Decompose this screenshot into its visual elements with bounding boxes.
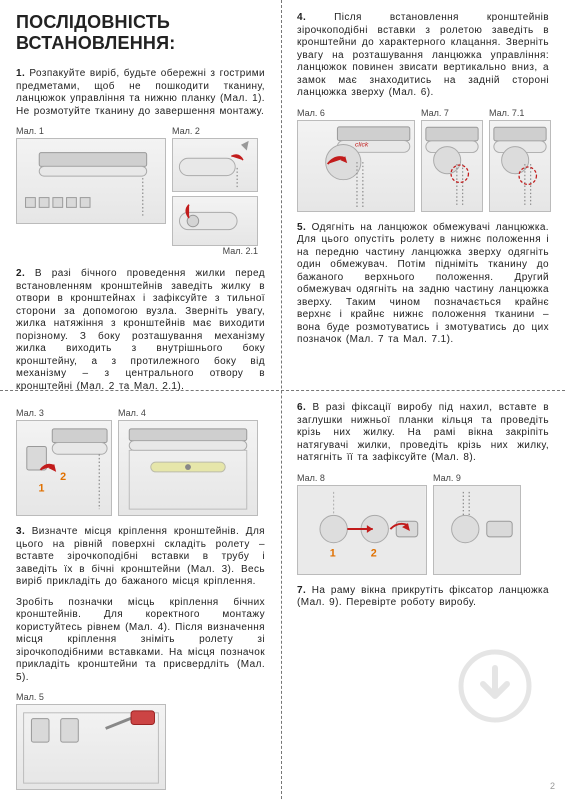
figure-9: Мал. 9 (433, 473, 521, 575)
figure-7-label: Мал. 7 (421, 108, 449, 118)
figure-row-3-4: Мал. 3 1 2 Мал. 4 (16, 408, 265, 516)
step-7-text: 7. На раму вікна прикрутіть фіксатор лан… (297, 585, 549, 610)
figure-7: Мал. 7 (421, 108, 483, 212)
figure-2-label: Мал. 2 (172, 126, 200, 136)
figure-2-1-label: Мал. 2.1 (223, 246, 258, 256)
svg-text:1: 1 (39, 483, 45, 495)
step-3a-text: 3. Визначте місця кріплення кронштейнів.… (16, 526, 265, 589)
svg-text:click: click (355, 141, 369, 148)
page-number: 2 (550, 781, 555, 791)
figure-8: Мал. 8 1 2 (297, 473, 427, 575)
watermark-icon (455, 646, 535, 729)
figure-7-1: Мал. 7.1 (489, 108, 551, 212)
figure-1-image (16, 138, 166, 224)
step-4-text: 4. Після встановлення кронштейнів зірочк… (297, 12, 549, 100)
step-3b-text: Зробіть позначки місць кріплення бічних … (16, 597, 265, 685)
figure-6-label: Мал. 6 (297, 108, 325, 118)
figure-4: Мал. 4 (118, 408, 258, 516)
figure-row-5: Мал. 5 (16, 692, 265, 790)
figure-2-image (172, 138, 258, 192)
figure-2-1: Мал. 2.1 (172, 196, 258, 258)
figure-3-image: 1 2 (16, 420, 112, 516)
figure-5: Мал. 5 (16, 692, 166, 790)
figure-7-1-image (489, 120, 551, 212)
quadrant-2: 4. Після встановлення кронштейнів зірочк… (281, 0, 565, 390)
figure-row-6-7: Мал. 6 click Мал. 7 (297, 108, 549, 212)
figure-8-image: 1 2 (297, 485, 427, 575)
figure-8-label: Мал. 8 (297, 473, 325, 483)
step-5-text: 5. Одягніть на ланцюжок обмежувачі ланцю… (297, 222, 549, 347)
figure-2-1-image (172, 196, 258, 246)
figure-9-image (433, 485, 521, 575)
step-1-text: 1. Розпакуйте виріб, будьте обережні з г… (16, 68, 265, 118)
figure-3-label: Мал. 3 (16, 408, 44, 418)
figure-9-label: Мал. 9 (433, 473, 461, 483)
page-title: Послідовність встановлення: (16, 12, 265, 54)
figure-3: Мал. 3 1 2 (16, 408, 112, 516)
step-6-text: 6. В разі фіксації виробу під нахил, вст… (297, 402, 549, 465)
figure-7-1-label: Мал. 7.1 (489, 108, 524, 118)
figure-1: Мал. 1 (16, 126, 166, 224)
figure-row-1: Мал. 1 Мал. 2 (16, 126, 265, 258)
figure-6-image: click (297, 120, 415, 212)
quadrant-1: Послідовність встановлення: 1. Розпакуйт… (0, 0, 281, 390)
quadrant-4: 6. В разі фіксації виробу під нахил, вст… (281, 390, 565, 799)
figure-2: Мал. 2 (172, 126, 258, 192)
figure-1-label: Мал. 1 (16, 126, 44, 136)
svg-text:2: 2 (371, 547, 377, 559)
svg-text:2: 2 (60, 471, 66, 483)
figure-5-label: Мал. 5 (16, 692, 44, 702)
page: Послідовність встановлення: 1. Розпакуйт… (0, 0, 565, 799)
quadrant-3: Мал. 3 1 2 Мал. 4 (0, 390, 281, 799)
figure-4-label: Мал. 4 (118, 408, 146, 418)
figure-5-image (16, 704, 166, 790)
figure-7-image (421, 120, 483, 212)
figure-row-8-9: Мал. 8 1 2 (297, 473, 549, 575)
svg-text:1: 1 (330, 547, 336, 559)
figure-4-image (118, 420, 258, 516)
step-2-text: 2. В разі бічного проведення жилки перед… (16, 268, 265, 393)
figure-6: Мал. 6 click (297, 108, 415, 212)
